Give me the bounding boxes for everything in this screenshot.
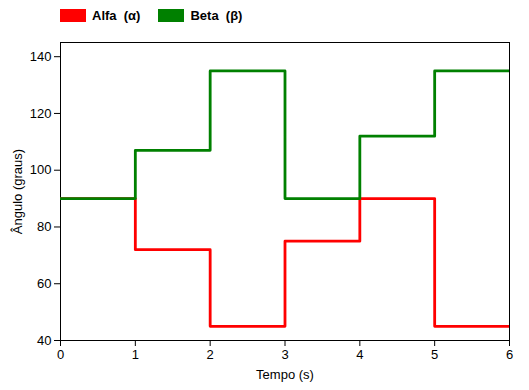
svg-text:5: 5	[431, 347, 438, 362]
svg-text:Tempo (s): Tempo (s)	[256, 367, 314, 382]
svg-text:40: 40	[37, 333, 51, 348]
html-text:Alfa (α): Alfa (α)	[92, 7, 141, 23]
svg-text:4: 4	[356, 347, 363, 362]
svg-text:Ângulo (graus): Ângulo (graus)	[10, 149, 25, 234]
svg-text:120: 120	[30, 106, 52, 121]
svg-text:140: 140	[30, 49, 52, 64]
svg-text:6: 6	[506, 347, 513, 362]
svg-text:3: 3	[281, 347, 288, 362]
svg-text:100: 100	[30, 162, 52, 177]
html-text:Beta (β): Beta (β)	[190, 7, 243, 23]
svg-text:80: 80	[37, 219, 51, 234]
svg-text:2: 2	[207, 347, 214, 362]
svg-text:0: 0	[57, 347, 64, 362]
svg-text:1: 1	[132, 347, 139, 362]
svg-text:60: 60	[37, 276, 51, 291]
